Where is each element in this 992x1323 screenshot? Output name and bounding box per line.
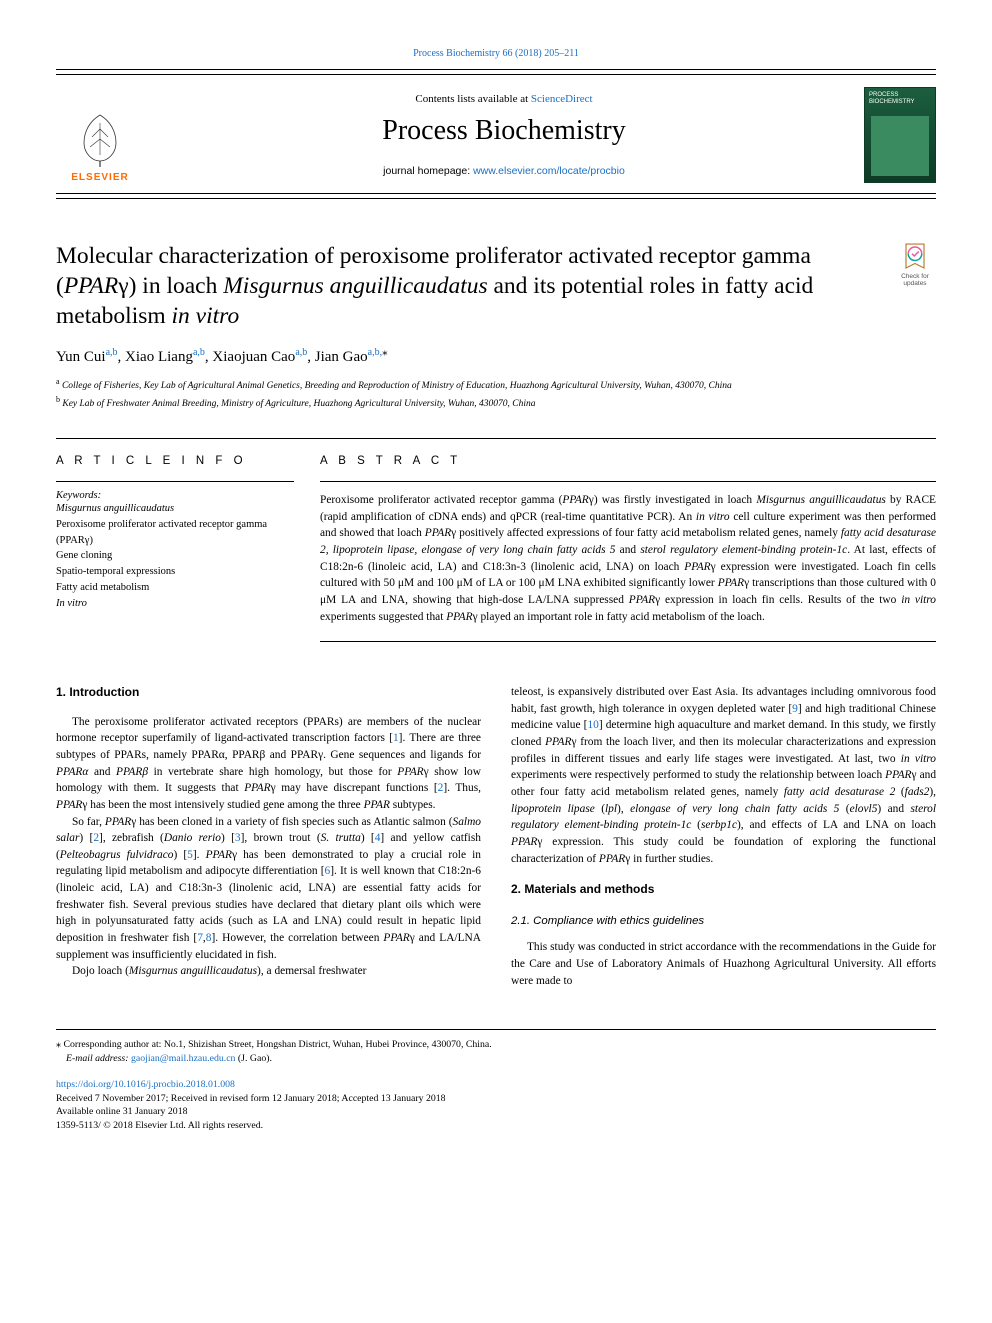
- cover-image-area: [871, 116, 929, 176]
- elsevier-tree-icon: [70, 109, 130, 169]
- crumb-link[interactable]: Process Biochemistry 66 (2018) 205–211: [413, 48, 579, 59]
- body-columns: 1. Introduction The peroxisome prolifera…: [56, 684, 936, 989]
- avail-prefix: Contents lists available at: [415, 93, 530, 105]
- keyword-item: In vitro: [56, 596, 294, 612]
- star-icon: ⁎: [56, 1039, 61, 1050]
- author-name: Yun Cui: [56, 349, 106, 365]
- masthead-inner: ELSEVIER Contents lists available at Sci…: [56, 74, 936, 194]
- keyword-item: Spatio-temporal expressions: [56, 564, 294, 580]
- copyright-line: 1359-5113/ © 2018 Elsevier Ltd. All righ…: [56, 1119, 936, 1133]
- article-info-col: A R T I C L E I N F O Keywords: Misgurnu…: [56, 439, 320, 642]
- affiliations: a College of Fisheries, Key Lab of Agric…: [56, 376, 936, 412]
- keywords-list: Misgurnus anguillicaudatusPeroxisome pro…: [56, 501, 294, 611]
- section-2-heading: 2. Materials and methods: [511, 881, 936, 899]
- home-prefix: journal homepage:: [383, 165, 473, 177]
- journal-cover-thumb: PROCESS BIOCHEMISTRY: [864, 87, 936, 183]
- check-updates-icon: [900, 241, 930, 271]
- email-name: (J. Gao).: [238, 1053, 272, 1064]
- keyword-item: Peroxisome proliferator activated recept…: [56, 517, 294, 549]
- page: Process Biochemistry 66 (2018) 205–211 E…: [0, 0, 992, 1163]
- check-for-updates[interactable]: Check for updates: [894, 241, 936, 287]
- cover-label: PROCESS BIOCHEMISTRY: [869, 92, 931, 105]
- body-para: teleost, is expansively distributed over…: [511, 684, 936, 867]
- affiliation-line: a College of Fisheries, Key Lab of Agric…: [56, 376, 936, 394]
- section-1-heading: 1. Introduction: [56, 684, 481, 702]
- affiliation-line: b Key Lab of Freshwater Animal Breeding,…: [56, 394, 936, 412]
- author-aff-link[interactable]: a,b,: [368, 347, 382, 358]
- email-line: E-mail address: gaojian@mail.hzau.edu.cn…: [66, 1052, 936, 1066]
- title-block: Molecular characterization of peroxisome…: [56, 241, 936, 331]
- corr-text: Corresponding author at: No.1, Shizishan…: [63, 1039, 491, 1050]
- masthead-avail: Contents lists available at ScienceDirec…: [144, 93, 864, 105]
- author-aff-link[interactable]: a,b: [295, 347, 307, 358]
- body-para: This study was conducted in strict accor…: [511, 939, 936, 989]
- email-label: E-mail address:: [66, 1053, 129, 1064]
- author-name: Jian Gao: [315, 349, 368, 365]
- author-name: Xiao Liang: [125, 349, 193, 365]
- masthead: ELSEVIER Contents lists available at Sci…: [56, 69, 936, 199]
- section-2-1-heading: 2.1. Compliance with ethics guidelines: [511, 913, 936, 930]
- author-aff-link[interactable]: a,b: [106, 347, 118, 358]
- author-aff-link[interactable]: a,b: [193, 347, 205, 358]
- body-para: So far, PPARγ has been cloned in a varie…: [56, 814, 481, 964]
- doi-link[interactable]: https://doi.org/10.1016/j.procbio.2018.0…: [56, 1079, 235, 1090]
- journal-homepage: journal homepage: www.elsevier.com/locat…: [144, 165, 864, 177]
- corr-star-icon: ⁎: [382, 346, 388, 358]
- abstract-text: Peroxisome proliferator activated recept…: [320, 492, 936, 625]
- abstract-col: A B S T R A C T Peroxisome proliferator …: [320, 439, 936, 642]
- elsevier-logo: ELSEVIER: [56, 87, 144, 183]
- keyword-item: Gene cloning: [56, 548, 294, 564]
- article-title: Molecular characterization of peroxisome…: [56, 241, 874, 331]
- footnotes: ⁎ Corresponding author at: No.1, Shizish…: [56, 1029, 936, 1133]
- sciencedirect-link[interactable]: ScienceDirect: [531, 93, 593, 105]
- authors: Yun Cuia,b, Xiao Lianga,b, Xiaojuan Caoa…: [56, 345, 936, 366]
- journal-name: Process Biochemistry: [144, 115, 864, 147]
- available-line: Available online 31 January 2018: [56, 1105, 936, 1119]
- author-name: Xiaojuan Cao: [212, 349, 295, 365]
- elsevier-wordmark: ELSEVIER: [71, 172, 128, 183]
- homepage-link[interactable]: www.elsevier.com/locate/procbio: [473, 165, 625, 177]
- check-updates-label: Check for updates: [894, 273, 936, 287]
- abstract-heading: A B S T R A C T: [320, 455, 936, 467]
- masthead-center: Contents lists available at ScienceDirec…: [144, 93, 864, 177]
- body-para: The peroxisome proliferator activated re…: [56, 714, 481, 814]
- body-para: Dojo loach (Misgurnus anguillicaudatus),…: [56, 963, 481, 980]
- corr-email-link[interactable]: gaojian@mail.hzau.edu.cn: [131, 1053, 236, 1064]
- keyword-item: Misgurnus anguillicaudatus: [56, 501, 294, 517]
- info-abstract-row: A R T I C L E I N F O Keywords: Misgurnu…: [56, 438, 936, 642]
- keywords-label: Keywords:: [56, 490, 294, 501]
- received-line: Received 7 November 2017; Received in re…: [56, 1092, 936, 1106]
- corresponding-note: ⁎ Corresponding author at: No.1, Shizish…: [56, 1038, 936, 1052]
- article-info-heading: A R T I C L E I N F O: [56, 455, 294, 467]
- journal-crumb: Process Biochemistry 66 (2018) 205–211: [56, 48, 936, 59]
- keyword-item: Fatty acid metabolism: [56, 580, 294, 596]
